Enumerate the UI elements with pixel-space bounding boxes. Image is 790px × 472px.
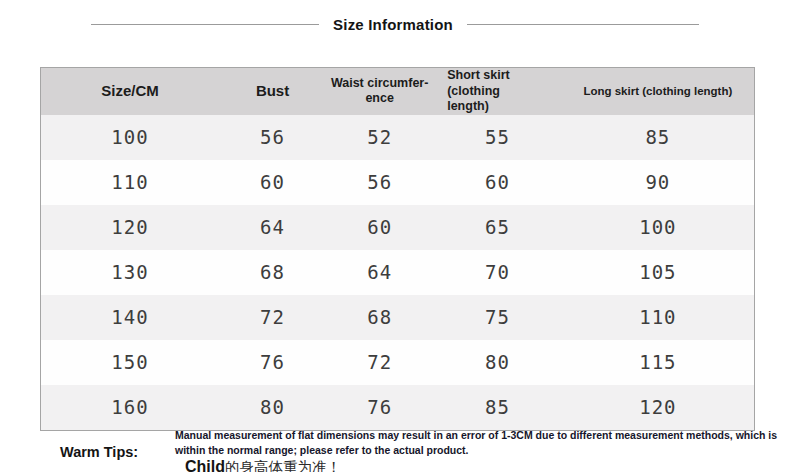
cell-short-skirt: 85 [433, 385, 562, 431]
table-row: 130 68 64 70 105 [41, 250, 755, 295]
warm-tips-note-en: Child [185, 458, 225, 472]
cell-size: 100 [41, 115, 220, 160]
cell-bust: 72 [219, 295, 326, 340]
table-row: 140 72 68 75 110 [41, 295, 755, 340]
cell-bust: 60 [219, 160, 326, 205]
cell-waist: 72 [326, 340, 433, 385]
column-header-long-skirt: Long skirt (clothing length) [562, 68, 755, 115]
size-table: Size/CM Bust Waist circumfer- ence Short… [40, 67, 755, 431]
warm-tips-note-zh: 的身高体重为准！ [225, 459, 341, 472]
column-header-bust: Bust [219, 68, 326, 115]
cell-long-skirt: 100 [562, 205, 755, 250]
size-information-panel: Size Information Size/CM Bust Waist circ… [0, 0, 790, 472]
cell-short-skirt: 80 [433, 340, 562, 385]
cell-size: 120 [41, 205, 220, 250]
cell-long-skirt: 115 [562, 340, 755, 385]
cell-waist: 64 [326, 250, 433, 295]
title-divider-right [467, 24, 699, 25]
warm-tips-label: Warm Tips: [60, 428, 160, 472]
cell-short-skirt: 70 [433, 250, 562, 295]
cell-size: 150 [41, 340, 220, 385]
cell-size: 140 [41, 295, 220, 340]
warm-tips-body: Manual measurement of flat dimensions ma… [175, 428, 780, 472]
cell-short-skirt: 60 [433, 160, 562, 205]
column-header-short-skirt: Short skirt (clothing length) [433, 68, 562, 115]
table-row: 160 80 76 85 120 [41, 385, 755, 431]
warm-tips-section: Warm Tips: Manual measurement of flat di… [0, 428, 790, 472]
cell-size: 160 [41, 385, 220, 431]
cell-waist: 52 [326, 115, 433, 160]
table-row: 100 56 52 55 85 [41, 115, 755, 160]
cell-long-skirt: 120 [562, 385, 755, 431]
cell-bust: 68 [219, 250, 326, 295]
cell-short-skirt: 55 [433, 115, 562, 160]
page-title: Size Information [333, 16, 453, 33]
cell-waist: 56 [326, 160, 433, 205]
cell-short-skirt: 75 [433, 295, 562, 340]
table-row: 120 64 60 65 100 [41, 205, 755, 250]
column-header-waist: Waist circumfer- ence [326, 68, 433, 115]
cell-long-skirt: 90 [562, 160, 755, 205]
warm-tips-text: Manual measurement of flat dimensions ma… [175, 428, 780, 457]
cell-long-skirt: 105 [562, 250, 755, 295]
cell-waist: 76 [326, 385, 433, 431]
cell-long-skirt: 85 [562, 115, 755, 160]
cell-bust: 64 [219, 205, 326, 250]
cell-waist: 68 [326, 295, 433, 340]
cell-waist: 60 [326, 205, 433, 250]
cell-short-skirt: 65 [433, 205, 562, 250]
cell-bust: 56 [219, 115, 326, 160]
cell-bust: 76 [219, 340, 326, 385]
title-divider-left [91, 24, 319, 25]
cell-size: 130 [41, 250, 220, 295]
column-header-size: Size/CM [41, 68, 220, 115]
table-row: 110 60 56 60 90 [41, 160, 755, 205]
table-row: 150 76 72 80 115 [41, 340, 755, 385]
warm-tips-note: Child的身高体重为准！ [185, 458, 780, 472]
table-header-row: Size/CM Bust Waist circumfer- ence Short… [41, 68, 755, 115]
cell-long-skirt: 110 [562, 295, 755, 340]
cell-bust: 80 [219, 385, 326, 431]
title-row: Size Information [0, 13, 790, 35]
cell-size: 110 [41, 160, 220, 205]
